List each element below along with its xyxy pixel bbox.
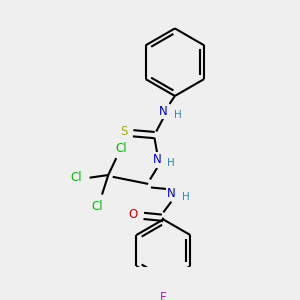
Text: F: F bbox=[160, 291, 166, 300]
Text: N: N bbox=[153, 153, 161, 167]
Text: S: S bbox=[121, 125, 128, 138]
Text: N: N bbox=[167, 187, 176, 200]
Text: Cl: Cl bbox=[92, 200, 103, 213]
Text: H: H bbox=[182, 192, 189, 202]
Text: Cl: Cl bbox=[116, 142, 127, 155]
Text: H: H bbox=[174, 110, 182, 120]
Text: H: H bbox=[167, 158, 175, 169]
Text: N: N bbox=[159, 105, 168, 118]
Text: O: O bbox=[128, 208, 138, 220]
Text: Cl: Cl bbox=[70, 171, 82, 184]
